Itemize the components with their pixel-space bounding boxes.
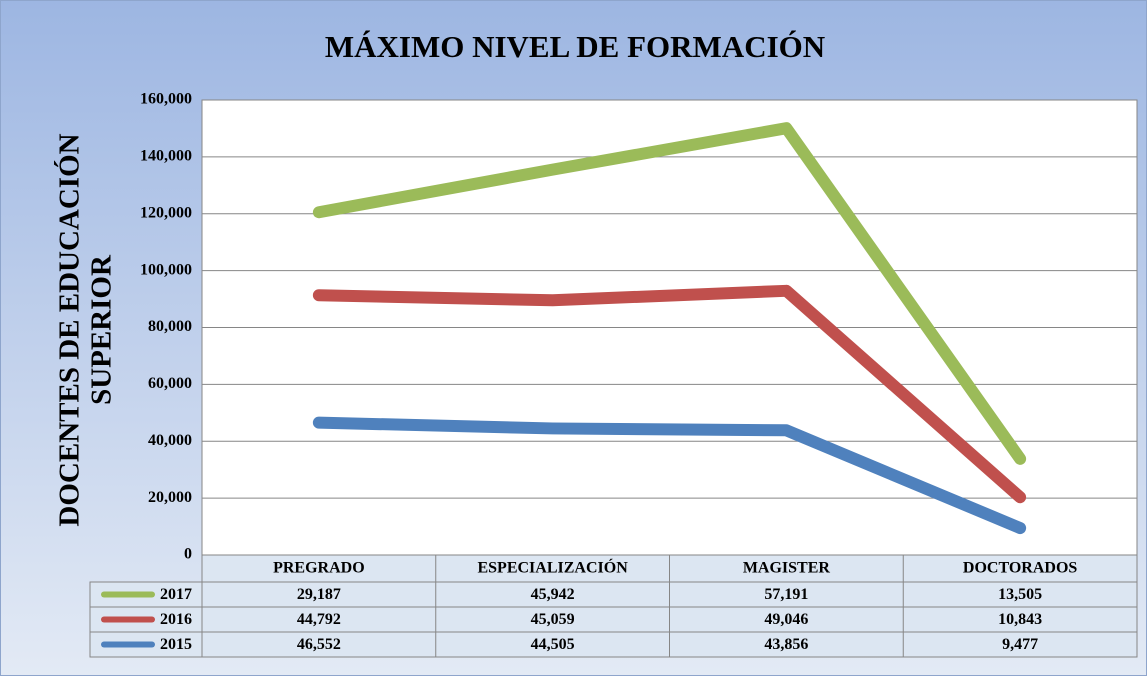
y-axis-title-line: DOCENTES DE EDUCACIÓN xyxy=(53,133,86,526)
y-tick-label: 60,000 xyxy=(148,375,192,392)
y-tick-label: 160,000 xyxy=(140,91,192,108)
y-tick-label: 20,000 xyxy=(148,489,192,506)
table-value: 43,856 xyxy=(764,636,808,653)
table-value: 9,477 xyxy=(1002,636,1038,653)
y-tick-label: 120,000 xyxy=(140,204,192,221)
table-row xyxy=(89,606,1138,633)
y-tick-label: 80,000 xyxy=(148,318,192,335)
table-value: 49,046 xyxy=(764,611,808,628)
table-value: 57,191 xyxy=(764,586,808,603)
table-value: 44,792 xyxy=(297,611,341,628)
series-line xyxy=(312,122,1027,465)
table-value: 13,505 xyxy=(998,586,1042,603)
series-line xyxy=(312,284,1027,504)
legend-label: 2015 xyxy=(160,636,192,653)
y-tick-label: 140,000 xyxy=(140,148,192,165)
table-value: 44,505 xyxy=(531,636,575,653)
legend-label: 2017 xyxy=(160,586,192,603)
y-tick-label: 0 xyxy=(184,546,192,563)
y-tick-label: 40,000 xyxy=(148,432,192,449)
table-value: 29,187 xyxy=(297,586,341,603)
table-value: 10,843 xyxy=(998,611,1042,628)
series-line xyxy=(312,416,1027,535)
y-tick-label: 100,000 xyxy=(140,261,192,278)
chart-title: MÁXIMO NIVEL DE FORMACIÓN xyxy=(325,29,825,64)
table-value: 45,942 xyxy=(531,586,575,603)
table-row xyxy=(89,631,1138,658)
x-tick-label: DOCTORADOS xyxy=(963,560,1077,577)
x-tick-label: ESPECIALIZACIÓN xyxy=(477,558,628,577)
table-row xyxy=(89,581,1138,608)
legend-label: 2016 xyxy=(160,611,192,628)
table-value: 46,552 xyxy=(297,636,341,653)
x-tick-label: MAGISTER xyxy=(743,560,831,577)
y-axis-title-line: SUPERIOR xyxy=(86,254,118,405)
y-axis-title: DOCENTES DE EDUCACIÓN SUPERIOR xyxy=(53,133,118,526)
x-tick-label: PREGRADO xyxy=(273,560,365,577)
table-value: 45,059 xyxy=(531,611,575,628)
